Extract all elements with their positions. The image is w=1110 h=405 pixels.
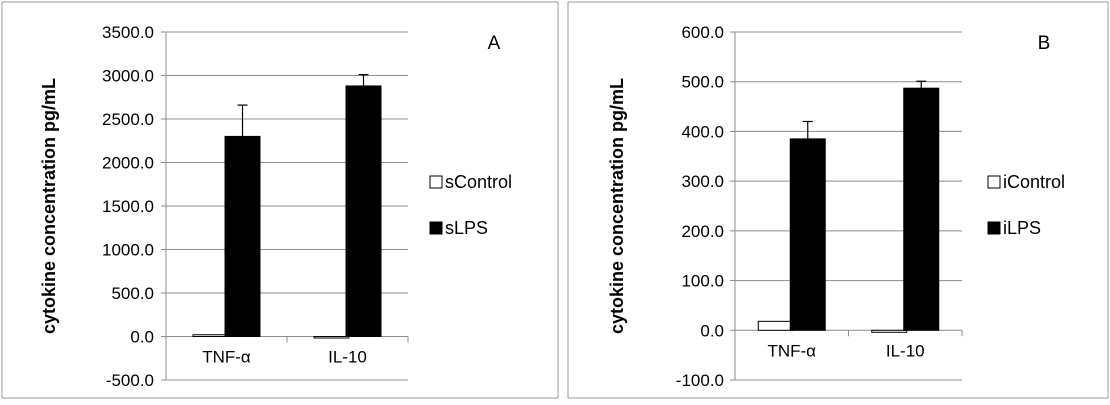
panel-frame [567, 1, 1109, 399]
y-tick-label: 2000.0 [102, 154, 154, 173]
panel-label: A [488, 33, 501, 54]
y-tick-label: 300.0 [681, 172, 724, 191]
legend-label-icontrol: iControl [1003, 172, 1065, 192]
x-tick-label: TNF-α [767, 341, 816, 360]
legend-label-ilps: iLPS [1003, 218, 1041, 238]
bar-ilps-1 [903, 87, 940, 331]
bar-slps-0 [224, 135, 261, 337]
y-tick-label: -500.0 [106, 371, 154, 390]
y-axis-title: cytokine concentration pg/mL [39, 78, 59, 334]
y-tick-label: 1500.0 [102, 197, 154, 216]
y-tick-label: 600.0 [681, 23, 724, 42]
legend-swatch-ilps [987, 221, 1001, 235]
y-tick-label: 100.0 [681, 272, 724, 291]
legend-label-scontrol: sControl [445, 172, 512, 192]
x-tick-label: TNF-α [202, 348, 251, 367]
y-axis-title: cytokine concentration pg/mL [607, 78, 627, 334]
chart-panel-a: -500.0 0.0 500.0 1000.0 1500.0 2000.0 2500.0 30… [1, 1, 559, 399]
y-tick-label: 3000.0 [102, 67, 154, 86]
panel-frame [1, 1, 559, 399]
x-tick-label: IL-10 [886, 341, 925, 360]
bar-scontrol-1 [313, 336, 350, 339]
y-tick-label: 0.0 [130, 328, 154, 347]
legend-label-slps: sLPS [445, 218, 488, 238]
y-tick-label: 500.0 [681, 73, 724, 92]
bar-icontrol-0 [757, 320, 794, 331]
panel-label: B [1038, 33, 1051, 54]
y-tick-label: -100.0 [676, 371, 724, 390]
bar-slps-1 [345, 85, 382, 337]
y-tick-label: 3500.0 [102, 23, 154, 42]
bar-scontrol-0 [192, 334, 229, 338]
y-tick-label: 1000.0 [102, 241, 154, 260]
bar-icontrol-1 [871, 329, 908, 333]
y-tick-label: 2500.0 [102, 110, 154, 129]
y-tick-label: 400.0 [681, 122, 724, 141]
chart-panel-b: -100.0 0.0 100.0 200.0 300.0 400.0 500.0 600.0 c… [567, 1, 1109, 399]
y-tick-label: 0.0 [700, 321, 724, 340]
legend-swatch-icontrol [987, 175, 1001, 189]
legend-swatch-slps [429, 221, 443, 235]
legend-swatch-scontrol [429, 175, 443, 189]
y-tick-label: 500.0 [111, 284, 154, 303]
x-tick-label: IL-10 [328, 348, 367, 367]
y-tick-label: 200.0 [681, 222, 724, 241]
bar-ilps-0 [789, 138, 826, 331]
